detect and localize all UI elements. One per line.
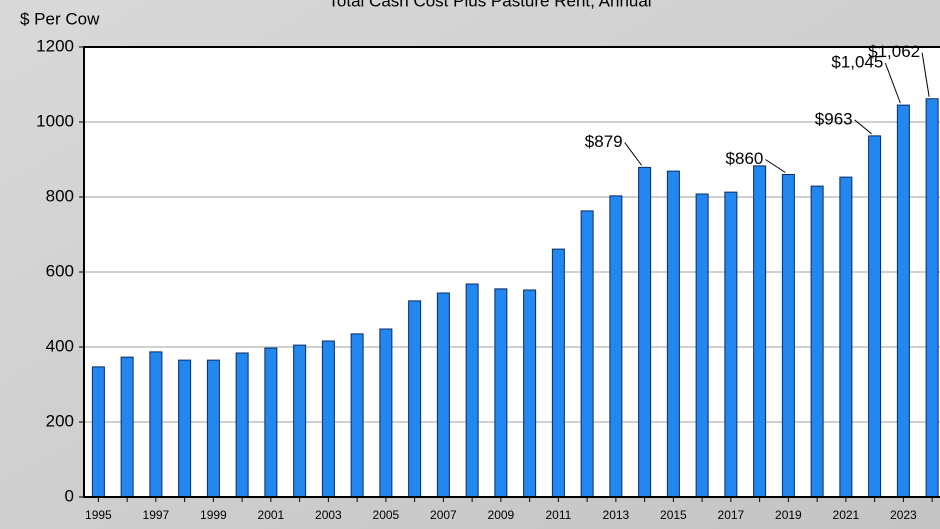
bar — [925, 98, 939, 498]
y-tick-label: 1200 — [36, 36, 74, 55]
bar — [494, 288, 508, 498]
x-tick-label: 2023 — [890, 508, 917, 522]
bar — [638, 166, 652, 498]
bar — [666, 170, 680, 498]
bar — [408, 300, 422, 498]
leader-line — [765, 159, 786, 173]
x-tick-label: 1999 — [200, 508, 227, 522]
value-label: $1,045 — [831, 53, 883, 72]
leader-line — [854, 119, 872, 135]
bar — [753, 165, 767, 498]
bar — [551, 248, 565, 498]
leader-line — [884, 62, 901, 104]
bar — [810, 185, 824, 498]
x-tick-label: 2021 — [833, 508, 860, 522]
bar — [91, 366, 105, 498]
bar — [868, 135, 882, 498]
leader-line — [624, 142, 643, 166]
leader-line — [921, 52, 930, 97]
x-tick-label: 2011 — [545, 508, 571, 522]
x-tick-label: 2009 — [488, 508, 515, 522]
bar — [178, 359, 192, 498]
chart-title: Total Cash Cost Plus Pasture Rent, Annua… — [328, 0, 651, 10]
bar — [724, 191, 738, 498]
bar — [609, 195, 623, 498]
x-tick-label: 2005 — [373, 508, 400, 522]
y-axis-label: $ Per Cow — [20, 9, 100, 28]
bar — [264, 347, 278, 498]
bar — [896, 104, 910, 498]
y-tick-label: 600 — [46, 261, 74, 280]
y-tick-label: 0 — [65, 486, 74, 505]
bar — [580, 210, 594, 498]
bar — [523, 289, 537, 498]
bar — [321, 340, 335, 498]
x-tick-label: 2001 — [258, 508, 285, 522]
x-tick-label: 2003 — [315, 508, 342, 522]
value-label: $963 — [815, 109, 853, 128]
x-tick-label: 1995 — [85, 508, 112, 522]
bar — [781, 174, 795, 498]
value-label: $879 — [585, 132, 623, 151]
bar — [293, 344, 307, 498]
y-tick-label: 1000 — [36, 111, 74, 130]
x-tick-label: 1997 — [143, 508, 170, 522]
bar — [206, 359, 220, 498]
x-tick-label: 2013 — [603, 508, 630, 522]
bar — [235, 352, 249, 498]
value-label: $1,062 — [868, 42, 920, 61]
x-tick-label: 2015 — [660, 508, 687, 522]
bar — [379, 328, 393, 498]
x-tick-label: 2019 — [775, 508, 802, 522]
plot-border — [83, 46, 940, 498]
y-tick-label: 200 — [46, 411, 74, 430]
bar — [149, 351, 163, 498]
x-tick-label: 2007 — [430, 508, 457, 522]
bar — [839, 176, 853, 498]
y-tick-label: 400 — [46, 336, 74, 355]
bar — [120, 356, 134, 498]
bar — [695, 193, 709, 498]
bar — [436, 292, 450, 498]
x-tick-label: 2017 — [718, 508, 745, 522]
y-tick-label: 800 — [46, 186, 74, 205]
bar — [465, 283, 479, 498]
bar — [350, 333, 364, 498]
value-label: $860 — [726, 149, 764, 168]
